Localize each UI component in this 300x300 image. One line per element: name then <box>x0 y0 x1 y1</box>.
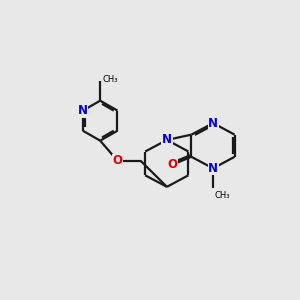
Text: O: O <box>167 158 177 171</box>
Text: CH₃: CH₃ <box>103 75 118 84</box>
Text: N: N <box>162 134 172 146</box>
Text: O: O <box>112 154 122 167</box>
Text: N: N <box>78 104 88 117</box>
Text: N: N <box>208 117 218 130</box>
Text: N: N <box>208 162 218 175</box>
Text: CH₃: CH₃ <box>215 191 230 200</box>
